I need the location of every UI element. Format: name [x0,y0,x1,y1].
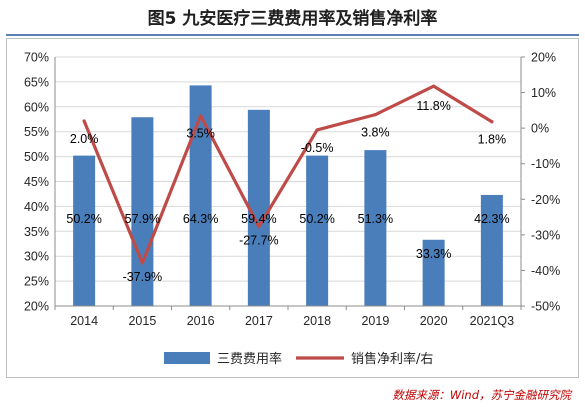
legend-label-line: 销售净利率/右 [351,351,433,367]
y-left-tick-label: 25% [24,275,49,289]
y-left-tick-label: 35% [24,225,49,239]
bar [73,155,96,306]
y-left-tick-label: 20% [24,300,49,314]
legend-swatch-bar [164,352,210,364]
line-data-label: 2.0% [70,132,99,146]
y-right-tick-label: -30% [531,228,560,242]
x-tick-label: 2019 [361,314,389,328]
bar-data-label: 59.4% [241,212,276,226]
y-left-tick-label: 50% [24,150,49,164]
y-right-tick-label: 10% [531,86,556,100]
line-point [199,114,203,118]
title-underline [6,34,579,36]
bar-data-label: 64.3% [183,212,218,226]
y-left-tick-label: 65% [24,75,49,89]
line-point [315,128,319,132]
y-left-tick-label: 70% [24,51,49,65]
y-left-tick-label: 40% [24,200,49,214]
chart-title: 图5 九安医疗三费费用率及销售净利率 [147,9,438,29]
y-left-tick-label: 55% [24,125,49,139]
bar [131,117,154,307]
x-tick-label: 2020 [420,314,448,328]
x-tick-label: 2016 [187,314,215,328]
bar-data-label: 50.2% [299,212,334,226]
bar [306,155,329,306]
bar-data-label: 57.9% [125,212,160,226]
legend-label-bar: 三费费用率 [217,351,282,367]
bar-data-label: 51.3% [358,212,393,226]
x-tick-label: 2014 [70,314,98,328]
bar-data-label: 50.2% [66,212,101,226]
y-left-tick-label: 45% [24,175,49,189]
line-data-label: 3.8% [361,126,390,140]
line-data-label: -37.9% [123,270,163,284]
line-point [257,225,261,229]
line-data-label: 1.8% [478,133,507,147]
source-note: 数据来源：Wind，苏宁金融研究院 [392,388,571,402]
line-data-label: 3.5% [186,127,215,141]
x-tick-label: 2021Q3 [470,314,515,328]
x-tick-label: 2015 [128,314,156,328]
y-left-tick-label: 60% [24,100,49,114]
data-labels: 50.2% 57.9% 64.3% 59.4% 50.2% 51.3% 33.3% 42.3%… [66,99,509,284]
line-data-label: -0.5% [301,141,334,155]
bar [364,150,387,306]
y-right-tick-label: -50% [531,300,560,314]
line-series [82,84,494,265]
bar-data-label: 42.3% [474,212,509,226]
axes: 20% 25% 30% 35% 40% 45% 50% 55% 60% 65% 70% -50% -40… [24,51,560,329]
line-point [490,120,494,124]
y-right-tick-label: 20% [531,51,556,65]
x-tick-label: 2018 [303,314,331,328]
line-point [140,261,144,265]
y-right-tick-label: 0% [531,122,549,136]
y-right-tick-label: -40% [531,264,560,278]
y-right-tick-label: -10% [531,157,560,171]
y-right-tick-label: -20% [531,193,560,207]
x-tick-label: 2017 [245,314,273,328]
line-point [432,84,436,88]
bar [480,194,503,306]
gridlines [55,56,521,307]
bar [422,239,445,306]
chart-frame [6,38,579,378]
y-left-tick-label: 30% [24,250,49,264]
bar [247,109,270,307]
bar-series [73,85,503,307]
bar-data-label: 33.3% [416,247,451,261]
legend: 三费费用率 销售净利率/右 [164,351,433,367]
line-data-label: 11.8% [416,99,451,113]
line-point [82,119,86,123]
bar [189,85,212,306]
line-data-label: -27.7% [239,234,279,248]
line-point [373,113,377,117]
line-path [82,84,494,265]
